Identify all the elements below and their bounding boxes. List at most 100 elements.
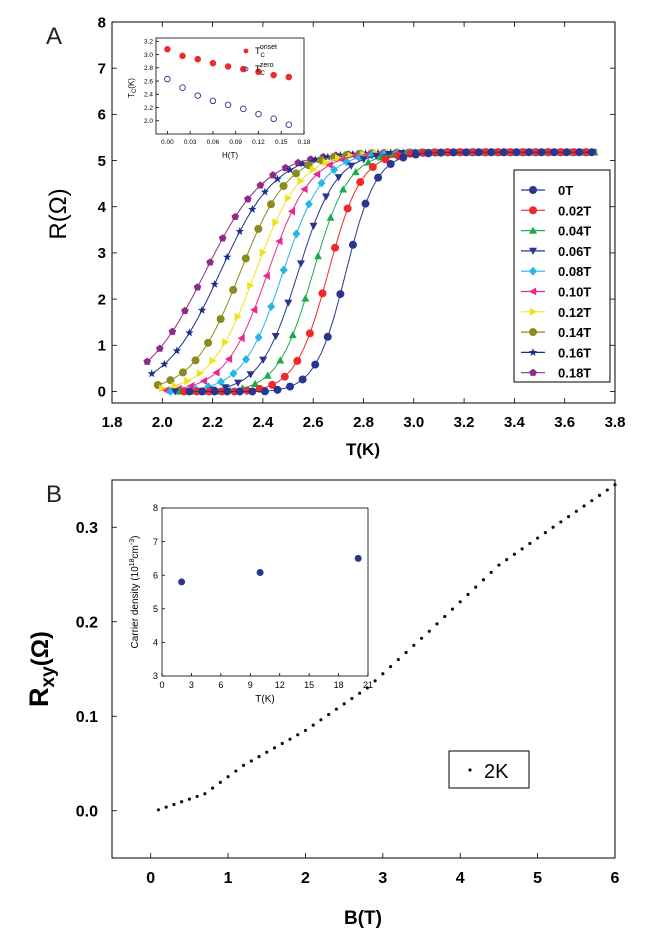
panel-b-label: B xyxy=(46,481,62,508)
data-point xyxy=(234,312,242,321)
panel-b-y-axis: 0.0 0.1 0.2 0.3 xyxy=(76,520,117,820)
data-point xyxy=(211,786,215,790)
legend-label: 0T xyxy=(558,183,573,198)
x-tick-label: 3.4 xyxy=(504,414,526,431)
data-point xyxy=(265,750,269,754)
data-point xyxy=(551,525,555,529)
data-point xyxy=(199,376,207,385)
x-tick-label: 0.03 xyxy=(184,139,197,146)
data-point xyxy=(347,162,356,170)
data-point xyxy=(198,387,207,396)
legend-marker xyxy=(529,328,537,337)
x-tick-label: 4 xyxy=(456,870,465,887)
data-point xyxy=(279,265,288,275)
data-point xyxy=(512,148,521,157)
panel-b-inset-y-axis: 3 4 5 6 7 8 xyxy=(153,503,165,681)
data-point xyxy=(396,657,400,662)
panel-b-x-axis: 0 1 2 3 4 5 6 xyxy=(146,853,620,887)
data-point xyxy=(241,254,250,263)
inset-point xyxy=(256,569,264,577)
panel-a-x-label: T(K) xyxy=(346,440,380,459)
data-point xyxy=(221,338,230,347)
data-point xyxy=(216,377,225,387)
data-point xyxy=(342,702,346,706)
y-tick-label: 2.4 xyxy=(144,92,153,99)
data-point xyxy=(550,148,559,157)
data-point xyxy=(267,302,276,311)
data-point xyxy=(293,356,302,365)
y-tick-label: 6 xyxy=(98,107,106,124)
data-point xyxy=(178,368,187,377)
data-point xyxy=(322,193,331,201)
data-point xyxy=(312,170,321,179)
panel-a-inset-x-axis: 0.00 0.03 0.06 0.09 0.12 0.15 0.18 xyxy=(161,131,311,146)
data-point xyxy=(249,759,253,763)
data-point xyxy=(334,174,343,182)
data-point xyxy=(234,769,238,773)
data-point xyxy=(280,741,284,746)
data-point xyxy=(164,805,168,809)
x-tick-label: 0.09 xyxy=(229,139,242,146)
data-point xyxy=(613,483,617,487)
y-tick-label: 6 xyxy=(153,570,158,580)
x-tick-label: 6 xyxy=(218,680,223,690)
data-point xyxy=(263,371,272,379)
data-point xyxy=(348,149,358,158)
data-point xyxy=(260,187,270,196)
data-point xyxy=(322,158,330,167)
data-point xyxy=(223,252,232,261)
inset-point xyxy=(164,46,171,53)
data-point xyxy=(499,148,508,157)
data-point xyxy=(156,808,161,812)
x-tick-label: 2.0 xyxy=(152,414,173,431)
data-point xyxy=(246,371,255,379)
data-point xyxy=(257,755,261,759)
data-point xyxy=(330,165,339,175)
data-point xyxy=(311,360,320,369)
data-point xyxy=(223,387,232,396)
data-point xyxy=(296,260,305,268)
y-tick-label: 2.6 xyxy=(144,78,153,85)
legend-marker xyxy=(529,206,537,215)
data-point xyxy=(450,607,455,611)
data-point xyxy=(323,152,332,161)
data-point xyxy=(273,385,282,394)
x-tick-label: 2 xyxy=(301,870,310,887)
inset-point xyxy=(285,73,293,81)
x-tick-label: 3.0 xyxy=(403,414,424,431)
x-tick-label: 0.18 xyxy=(298,139,311,146)
data-point xyxy=(180,800,184,804)
data-point xyxy=(462,148,471,157)
legend-marker xyxy=(529,287,537,296)
data-point xyxy=(218,780,222,785)
data-point xyxy=(269,171,277,179)
data-point xyxy=(204,338,213,347)
data-point xyxy=(373,679,377,683)
data-point xyxy=(319,718,323,722)
y-tick-label: 3.0 xyxy=(144,52,153,59)
data-point xyxy=(209,356,217,365)
y-tick-label: 3 xyxy=(98,245,106,262)
panel-a-series xyxy=(143,147,599,396)
x-tick-label: 0.15 xyxy=(275,139,288,146)
data-point xyxy=(336,290,345,299)
data-point xyxy=(286,382,295,391)
inset-point xyxy=(179,52,186,60)
y-tick-label: 2 xyxy=(98,291,106,308)
data-point xyxy=(334,707,339,711)
data-point xyxy=(287,207,296,216)
data-point xyxy=(193,283,202,291)
inset-legend-marker xyxy=(243,48,249,54)
data-point xyxy=(279,181,288,190)
data-point xyxy=(474,148,483,157)
data-point xyxy=(575,148,584,157)
inset-series-onset xyxy=(164,46,293,81)
data-point xyxy=(185,387,194,396)
panel-b-inset-x-axis: 0 3 6 9 12 15 18 21 xyxy=(159,673,373,690)
data-point xyxy=(296,733,300,737)
x-tick-label: 5 xyxy=(533,870,542,887)
panel-b-x-label: B(T) xyxy=(344,908,382,929)
panel-a-y-axis: 0 1 2 3 4 5 6 7 8 xyxy=(98,14,615,401)
data-point xyxy=(597,493,602,497)
